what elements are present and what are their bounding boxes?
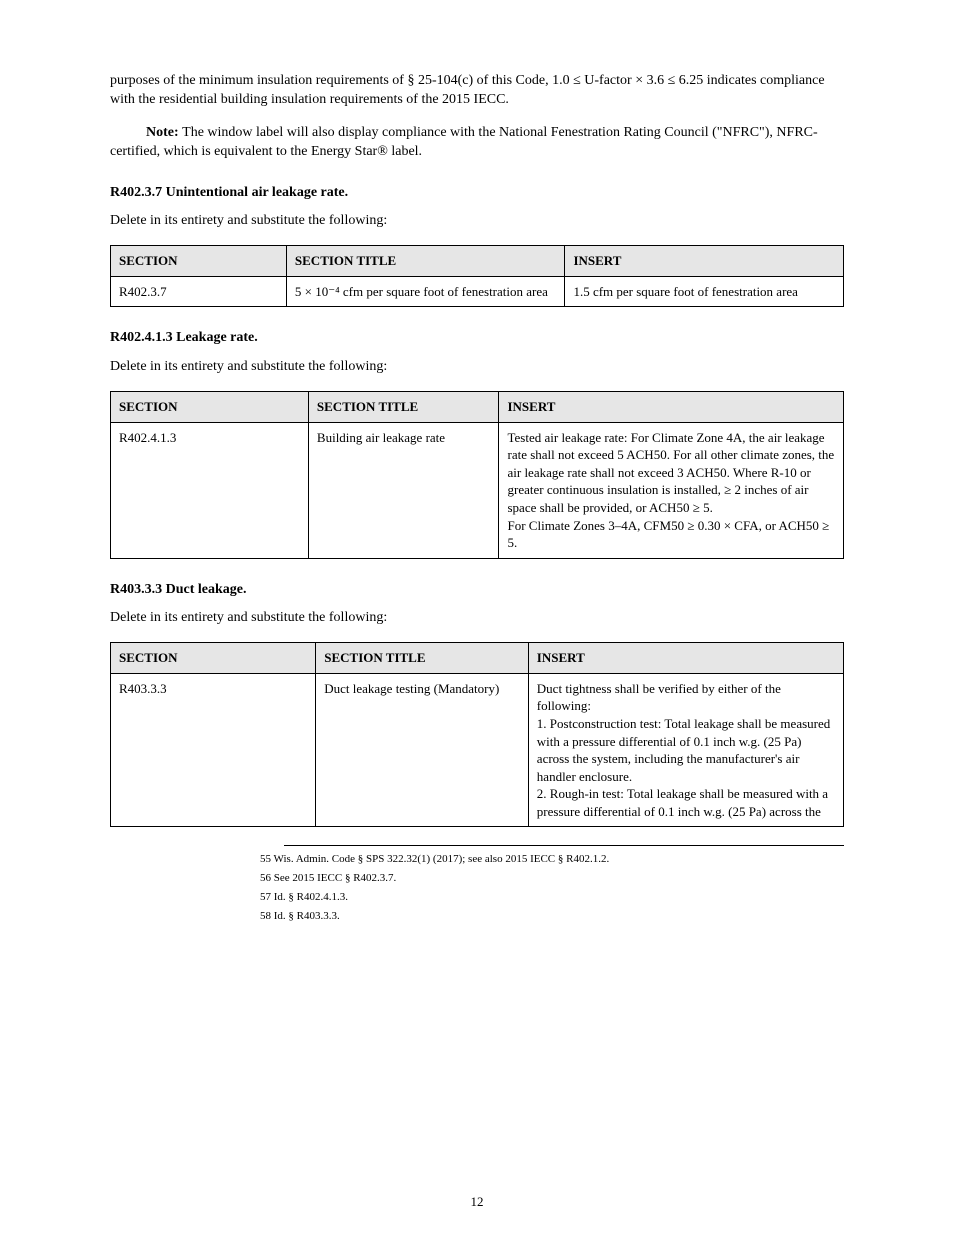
heading-r402-3-7: R402.3.7 Unintentional air leakage rate. <box>110 184 844 203</box>
note-label: Note: <box>146 125 182 140</box>
td-insert: Duct tightness shall be verified by eith… <box>528 673 843 826</box>
table-header-row: SECTION SECTION TITLE INSERT <box>111 392 844 423</box>
th-insert: INSERT <box>499 392 844 423</box>
table-r402-4-1-3: SECTION SECTION TITLE INSERT R402.4.1.3 … <box>110 391 844 558</box>
footnote-rule <box>284 845 844 846</box>
td-section: R402.3.7 <box>111 276 287 307</box>
th-title: SECTION TITLE <box>308 392 499 423</box>
th-insert: INSERT <box>528 643 843 674</box>
footnote: 55 Wis. Admin. Code § SPS 322.32(1) (201… <box>260 852 844 867</box>
th-title: SECTION TITLE <box>286 246 565 277</box>
td-section: R402.4.1.3 <box>111 422 309 558</box>
para-r402-4-1-3: Delete in its entirety and substitute th… <box>110 358 844 377</box>
page-number: 12 <box>0 1193 954 1211</box>
page: purposes of the minimum insulation requi… <box>0 0 954 1235</box>
heading-r403-3-3: R403.3.3 Duct leakage. <box>110 581 844 600</box>
footnote: 56 See 2015 IECC § R402.3.7. <box>260 871 844 886</box>
para-note: Note: The window label will also display… <box>110 124 844 162</box>
td-section: R403.3.3 <box>111 673 316 826</box>
th-insert: INSERT <box>565 246 844 277</box>
table-row: R402.3.7 5 × 10⁻⁴ cfm per square foot of… <box>111 276 844 307</box>
para-r402-3-7: Delete in its entirety and substitute th… <box>110 212 844 231</box>
th-title: SECTION TITLE <box>316 643 529 674</box>
tbody-3: R403.3.3 Duct leakage testing (Mandatory… <box>111 673 844 826</box>
para-insulation: purposes of the minimum insulation requi… <box>110 72 844 110</box>
th-section: SECTION <box>111 643 316 674</box>
footnote: 58 Id. § R403.3.3. <box>260 909 844 924</box>
heading-r402-4-1-3: R402.4.1.3 Leakage rate. <box>110 329 844 348</box>
table-header-row: SECTION SECTION TITLE INSERT <box>111 643 844 674</box>
para-r403-3-3: Delete in its entirety and substitute th… <box>110 609 844 628</box>
table-header-row: SECTION SECTION TITLE INSERT <box>111 246 844 277</box>
tbody-2: R402.4.1.3 Building air leakage rate Tes… <box>111 422 844 558</box>
td-insert: 1.5 cfm per square foot of fenestration … <box>565 276 844 307</box>
td-title: 5 × 10⁻⁴ cfm per square foot of fenestra… <box>286 276 565 307</box>
thead-1: SECTION SECTION TITLE INSERT <box>111 246 844 277</box>
note-text: The window label will also display compl… <box>110 125 818 159</box>
th-section: SECTION <box>111 392 309 423</box>
tbody-1: R402.3.7 5 × 10⁻⁴ cfm per square foot of… <box>111 276 844 307</box>
table-r403-3-3: SECTION SECTION TITLE INSERT R403.3.3 Du… <box>110 642 844 827</box>
td-title: Building air leakage rate <box>308 422 499 558</box>
td-title: Duct leakage testing (Mandatory) <box>316 673 529 826</box>
td-insert: Tested air leakage rate: For Climate Zon… <box>499 422 844 558</box>
th-section: SECTION <box>111 246 287 277</box>
table-row: R403.3.3 Duct leakage testing (Mandatory… <box>111 673 844 826</box>
thead-3: SECTION SECTION TITLE INSERT <box>111 643 844 674</box>
table-r402-3-7: SECTION SECTION TITLE INSERT R402.3.7 5 … <box>110 245 844 307</box>
thead-2: SECTION SECTION TITLE INSERT <box>111 392 844 423</box>
footnotes: 55 Wis. Admin. Code § SPS 322.32(1) (201… <box>260 852 844 923</box>
table-row: R402.4.1.3 Building air leakage rate Tes… <box>111 422 844 558</box>
footnote: 57 Id. § R402.4.1.3. <box>260 890 844 905</box>
